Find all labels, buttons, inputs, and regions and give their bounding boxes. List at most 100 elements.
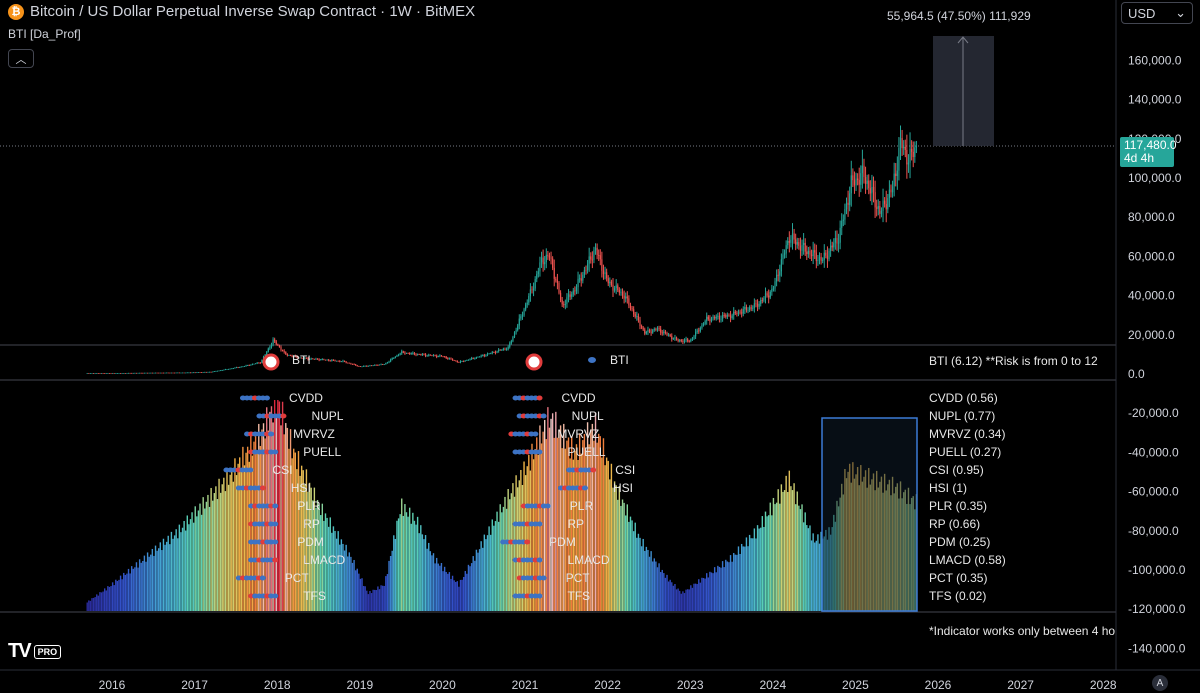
bti-bar xyxy=(191,512,193,611)
candle-body xyxy=(242,366,244,368)
candle-body xyxy=(105,373,107,374)
candle-body xyxy=(216,370,219,372)
candle-body xyxy=(112,373,114,374)
bti-bar xyxy=(807,528,810,611)
candle-body xyxy=(421,354,423,355)
collapse-button[interactable]: ︿ xyxy=(8,49,34,68)
candle-body xyxy=(135,372,138,374)
bti-bar xyxy=(258,423,260,611)
candle-body xyxy=(505,349,508,350)
bti-bar xyxy=(574,450,576,611)
candle-body xyxy=(218,370,220,372)
candle-body xyxy=(807,250,809,255)
bti-bar xyxy=(499,504,501,611)
bti-bar xyxy=(310,487,312,611)
candle-body xyxy=(548,256,551,258)
candle-body xyxy=(707,316,709,320)
candle-body xyxy=(884,200,886,205)
bti-bar xyxy=(251,455,254,611)
candle-body xyxy=(747,310,749,311)
candle-body xyxy=(159,372,161,374)
auto-scale-button[interactable]: A xyxy=(1152,675,1168,691)
indicator-label[interactable]: BTI [Da_Prof] xyxy=(8,27,81,41)
bti-bar xyxy=(561,448,563,611)
candle-body xyxy=(572,290,574,295)
candle-body xyxy=(507,346,509,350)
candle-body xyxy=(609,281,611,284)
bti-marker-2018[interactable] xyxy=(262,353,280,371)
currency-select[interactable]: USD ⌄ xyxy=(1121,2,1193,24)
candle-body xyxy=(555,278,557,281)
bti-bar xyxy=(712,573,714,611)
candle-body xyxy=(294,355,296,357)
candle-body xyxy=(424,354,427,356)
candle-body xyxy=(758,303,760,307)
candle-body xyxy=(301,357,303,359)
bti-bar xyxy=(380,585,382,611)
bti-bar xyxy=(326,517,328,611)
symbol-title[interactable]: Bitcoin / US Dollar Perpetual Inverse Sw… xyxy=(30,3,476,20)
bti-bar xyxy=(656,567,659,611)
candle-body xyxy=(113,373,115,374)
bti-bar xyxy=(590,429,592,611)
candle-body xyxy=(202,372,204,373)
bti-bar xyxy=(278,401,281,611)
candle-body xyxy=(887,198,889,210)
candle-body xyxy=(378,364,381,366)
candle-body xyxy=(782,254,784,260)
bti-bar xyxy=(410,523,412,611)
candle-body xyxy=(469,358,471,360)
tradingview-logo[interactable]: TV PRO xyxy=(8,640,62,663)
metric-dot xyxy=(272,539,279,545)
metric-label-plr: PLR xyxy=(570,499,594,513)
candle-body xyxy=(496,351,498,353)
bti-bar xyxy=(509,499,511,611)
candle-body xyxy=(493,352,495,353)
candle-body xyxy=(536,274,538,280)
bti-bar xyxy=(798,505,800,611)
candle-body xyxy=(766,293,768,296)
candle-body xyxy=(323,359,325,360)
metric-dot xyxy=(272,503,279,509)
candle-body xyxy=(644,329,646,334)
candle-body xyxy=(715,316,717,319)
candle-body xyxy=(628,298,630,306)
candle-body xyxy=(235,367,238,369)
bti-bar xyxy=(320,515,322,611)
candle-body xyxy=(92,373,95,374)
bti-bar xyxy=(361,578,363,611)
metric-dot xyxy=(536,395,543,401)
candle-body xyxy=(669,334,671,337)
bti-bar xyxy=(586,422,589,611)
candle-body xyxy=(772,288,775,290)
candle-body xyxy=(604,272,606,275)
candle-body xyxy=(445,356,447,359)
candle-body xyxy=(825,252,827,256)
candle-body xyxy=(127,372,130,374)
candle-body xyxy=(823,252,825,260)
bti-bar xyxy=(658,563,660,611)
bti-bar xyxy=(130,566,133,611)
metric-legend-tfs: TFS (0.02) xyxy=(929,589,986,603)
bti-marker-2021[interactable] xyxy=(525,353,543,371)
candle-body xyxy=(146,372,149,374)
bti-bar xyxy=(431,555,433,611)
bti-bar xyxy=(605,457,608,611)
bti-bar xyxy=(588,444,590,611)
candle-body xyxy=(790,239,792,243)
candle-body xyxy=(234,367,236,369)
candle-body xyxy=(860,173,862,185)
selection-box[interactable] xyxy=(821,417,918,612)
bti-bar xyxy=(599,436,601,611)
bti-bar xyxy=(245,452,247,611)
bti-bar xyxy=(644,550,646,611)
candle-body xyxy=(623,295,625,299)
candle-body xyxy=(404,352,406,354)
candle-body xyxy=(583,270,586,275)
candle-body xyxy=(264,354,266,357)
candle-body xyxy=(316,358,319,360)
bti-bar xyxy=(613,481,616,611)
metric-label-puell: PUELL xyxy=(568,445,606,459)
bti-bar xyxy=(208,506,211,611)
